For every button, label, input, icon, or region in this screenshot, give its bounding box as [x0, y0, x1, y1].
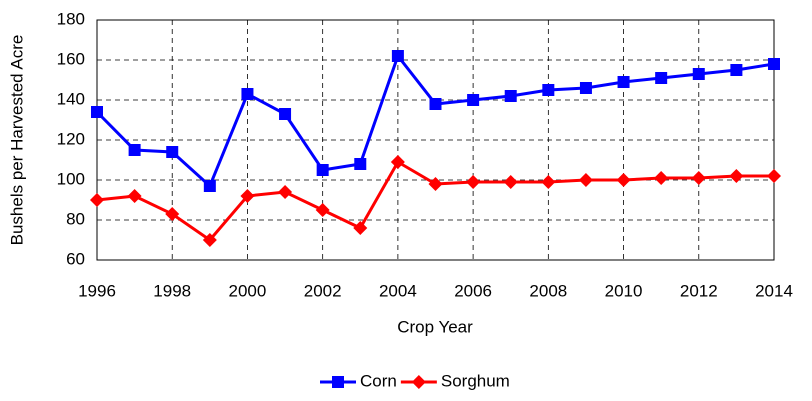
marker	[466, 175, 481, 189]
plot-frame	[96, 19, 775, 261]
marker	[411, 375, 426, 389]
marker	[166, 146, 179, 158]
x-axis-label: Crop Year	[397, 317, 473, 336]
marker	[542, 84, 555, 96]
x-tick-label: 2010	[605, 281, 643, 300]
marker	[203, 180, 216, 192]
marker	[504, 90, 517, 102]
marker	[541, 175, 556, 189]
marker	[391, 50, 404, 62]
marker	[315, 203, 330, 217]
x-tick-label: 1996	[78, 281, 116, 300]
y-tick-label: 120	[57, 129, 85, 148]
x-tick-label: 2002	[304, 281, 342, 300]
marker	[390, 155, 405, 169]
marker	[691, 171, 706, 185]
marker	[503, 175, 518, 189]
y-tick-label: 180	[57, 9, 85, 28]
marker	[428, 177, 443, 191]
series-line	[95, 52, 775, 189]
marker	[692, 68, 705, 80]
marker	[91, 106, 103, 118]
marker	[354, 158, 367, 170]
marker	[128, 144, 141, 156]
y-tick-label: 100	[57, 169, 85, 188]
x-tick-label: 1998	[153, 281, 191, 300]
series-line	[96, 159, 774, 243]
marker	[202, 233, 217, 247]
marker	[165, 207, 180, 221]
marker	[729, 169, 744, 183]
marker	[127, 189, 142, 203]
y-tick-label: 160	[57, 49, 85, 68]
marker	[617, 76, 630, 88]
marker	[579, 82, 592, 94]
marker	[730, 64, 743, 76]
y-tick-label: 80	[66, 209, 85, 228]
marker	[332, 376, 344, 388]
marker	[353, 221, 368, 235]
y-axis-label: Bushels per Harvested Acre	[7, 35, 26, 246]
x-tick-label: 2012	[680, 281, 718, 300]
marker	[279, 108, 292, 120]
marker	[654, 171, 669, 185]
x-tick-label: 2008	[529, 281, 567, 300]
legend-label: Corn	[360, 371, 397, 390]
x-tick-label: 2014	[755, 281, 793, 300]
marker	[578, 173, 593, 187]
marker	[278, 185, 293, 199]
x-tick-label: 2006	[454, 281, 492, 300]
marker	[767, 169, 781, 183]
marker	[768, 58, 780, 70]
marker	[316, 164, 329, 176]
x-tick-label: 2004	[379, 281, 417, 300]
y-tick-label: 60	[66, 249, 85, 268]
marker	[655, 72, 668, 84]
marker	[616, 173, 631, 187]
marker	[241, 88, 254, 100]
marker	[429, 98, 442, 110]
legend-label: Sorghum	[441, 371, 510, 390]
x-tick-label: 2000	[229, 281, 267, 300]
y-tick-label: 140	[57, 89, 85, 108]
marker	[467, 94, 480, 106]
marker	[240, 189, 255, 203]
marker	[90, 193, 104, 207]
